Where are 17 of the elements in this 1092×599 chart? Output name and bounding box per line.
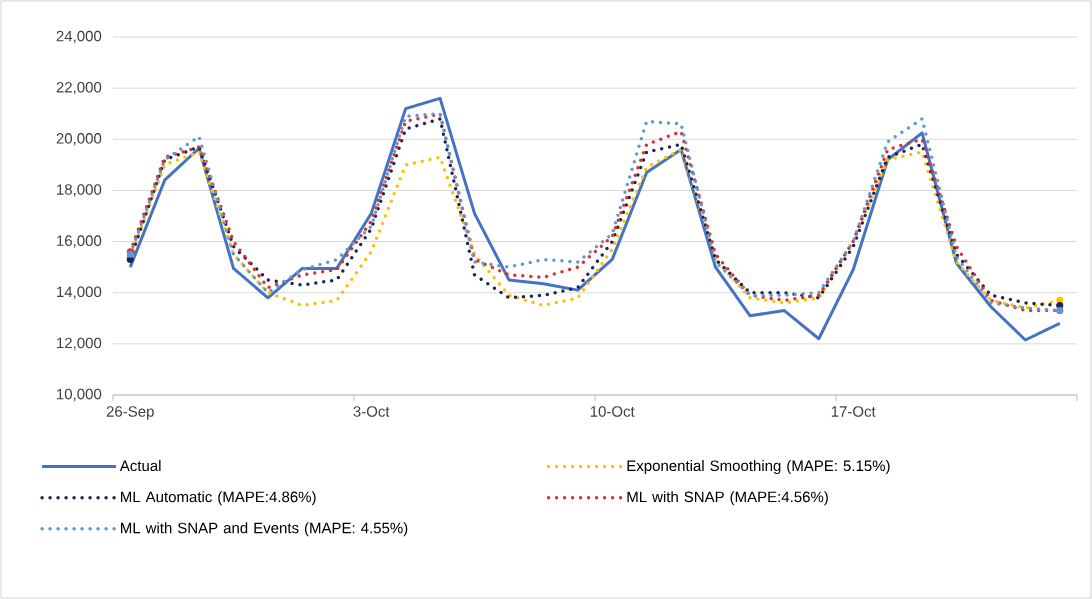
legend-label: ML with SNAP (MAPE:4.56%) bbox=[627, 491, 828, 506]
y-tick-label: 16,000 bbox=[57, 235, 102, 248]
x-tick-label: 17-Oct bbox=[831, 406, 876, 417]
legend-label: Actual bbox=[119, 460, 161, 472]
y-tick-label: 10,000 bbox=[57, 388, 102, 402]
legend-label: ML Automatic (MAPE:4.86%) bbox=[121, 491, 316, 506]
legend-label: Exponential Smoothing (MAPE: 5.15%) bbox=[627, 460, 890, 475]
y-tick-label: 14,000 bbox=[57, 286, 102, 299]
y-tick-label: 22,000 bbox=[56, 81, 102, 95]
x-tick-label: 3-Oct bbox=[353, 406, 390, 417]
y-tick-label: 12,000 bbox=[57, 337, 102, 351]
legend-label: ML with SNAP and Events (MAPE: 4.55%) bbox=[121, 522, 408, 537]
x-tick-label: 26-Sep bbox=[106, 406, 154, 420]
x-tick-label: 10-Oct bbox=[590, 406, 635, 417]
y-tick-label: 18,000 bbox=[57, 184, 102, 197]
y-tick-label: 24,000 bbox=[56, 30, 102, 44]
y-tick-label: 20,000 bbox=[56, 133, 102, 146]
